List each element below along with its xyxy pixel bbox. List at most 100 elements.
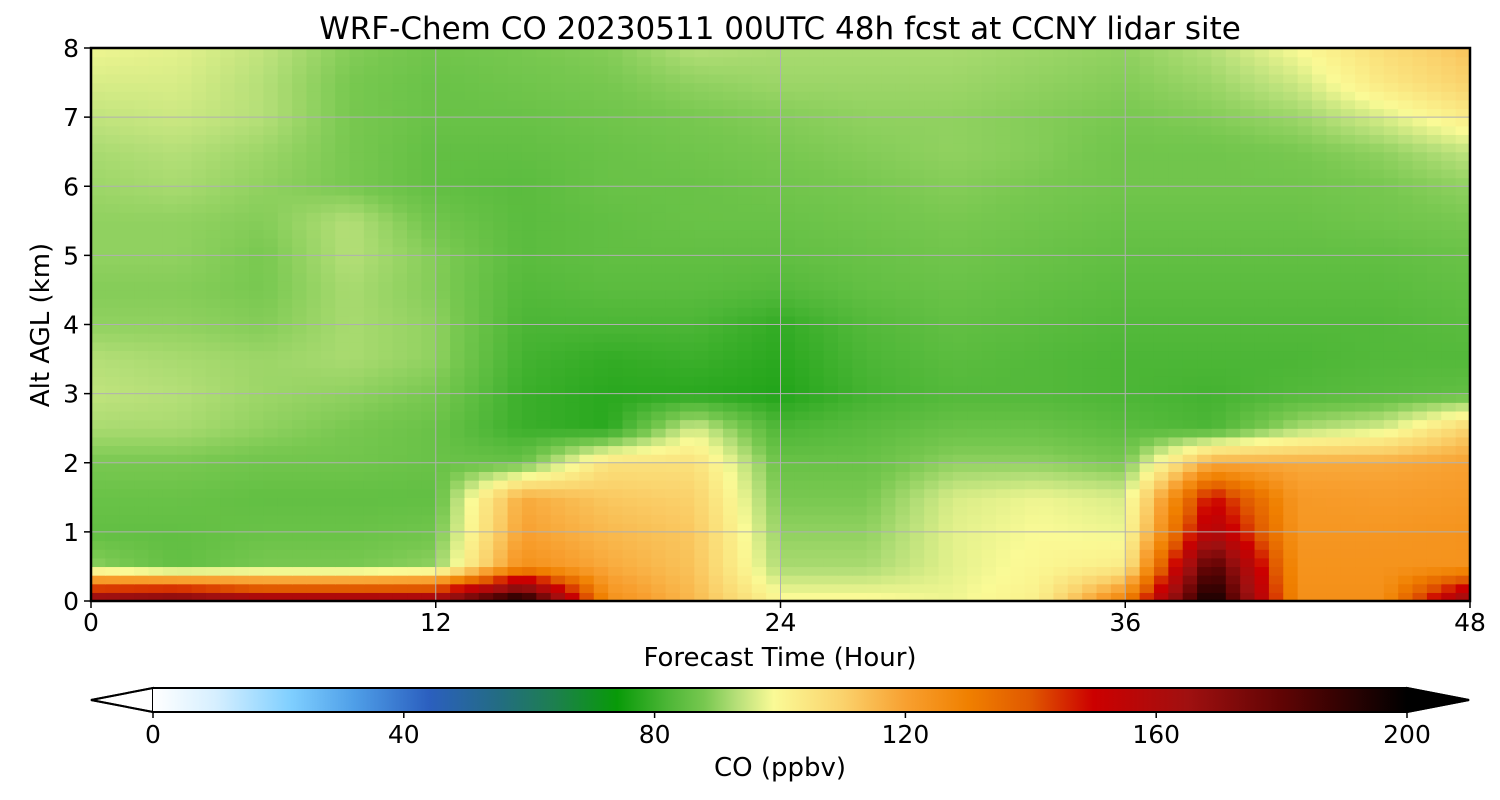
heatmap-cell bbox=[1082, 220, 1098, 231]
heatmap-cell bbox=[1383, 333, 1399, 343]
heatmap-cell bbox=[263, 540, 279, 550]
heatmap-cell bbox=[1412, 376, 1428, 386]
heatmap-cell bbox=[981, 359, 997, 369]
heatmap-cell bbox=[134, 488, 150, 498]
heatmap-cell bbox=[550, 212, 566, 222]
heatmap-cell bbox=[967, 220, 983, 231]
heatmap-cell bbox=[823, 177, 839, 187]
heatmap-cell bbox=[134, 497, 150, 507]
heatmap-cell bbox=[478, 359, 494, 369]
heatmap-cell bbox=[766, 350, 782, 360]
heatmap-cell bbox=[1283, 514, 1299, 524]
heatmap-cell bbox=[1053, 246, 1069, 256]
heatmap-cell bbox=[909, 436, 925, 447]
heatmap-cell bbox=[407, 410, 422, 421]
heatmap-cell bbox=[105, 523, 121, 533]
heatmap-cell bbox=[1340, 428, 1356, 438]
heatmap-cell bbox=[507, 436, 523, 447]
heatmap-cell bbox=[1125, 410, 1141, 421]
heatmap-cell bbox=[622, 436, 638, 447]
heatmap-cell bbox=[177, 151, 193, 161]
heatmap-cell bbox=[205, 419, 221, 429]
heatmap-cell bbox=[679, 272, 695, 282]
heatmap-cell bbox=[1240, 177, 1256, 187]
heatmap-cell bbox=[1412, 168, 1428, 179]
heatmap-cell bbox=[205, 514, 221, 524]
heatmap-cell bbox=[1153, 402, 1169, 412]
heatmap-cell bbox=[852, 229, 868, 239]
heatmap-cell bbox=[392, 307, 408, 317]
heatmap-cell bbox=[536, 454, 552, 464]
heatmap-cell bbox=[636, 523, 652, 533]
heatmap-cell bbox=[507, 168, 523, 179]
heatmap-cell bbox=[881, 255, 897, 265]
heatmap-cell bbox=[493, 540, 509, 550]
heatmap-cell bbox=[995, 454, 1011, 464]
heatmap-cell bbox=[1110, 428, 1126, 438]
heatmap-cell bbox=[1039, 333, 1055, 343]
heatmap-cell bbox=[478, 505, 494, 516]
heatmap-cell bbox=[1311, 531, 1327, 542]
heatmap-cell bbox=[708, 549, 724, 559]
heatmap-cell bbox=[1067, 315, 1083, 326]
heatmap-cell bbox=[1240, 376, 1256, 386]
heatmap-cell bbox=[1197, 194, 1213, 205]
heatmap-cell bbox=[363, 393, 379, 403]
heatmap-cell bbox=[924, 246, 940, 256]
heatmap-cell bbox=[938, 488, 954, 498]
heatmap-cell bbox=[1398, 177, 1414, 187]
heatmap-cell bbox=[1283, 255, 1299, 265]
heatmap-cell bbox=[91, 436, 106, 447]
heatmap-cell bbox=[320, 160, 336, 170]
heatmap-cell bbox=[1053, 333, 1069, 343]
heatmap-cell bbox=[608, 203, 624, 213]
heatmap-cell bbox=[938, 471, 954, 481]
heatmap-cell bbox=[751, 160, 767, 170]
heatmap-cell bbox=[363, 333, 379, 343]
heatmap-cell bbox=[464, 220, 480, 231]
heatmap-cell bbox=[407, 523, 422, 533]
heatmap-cell bbox=[306, 376, 322, 386]
heatmap-cell bbox=[392, 238, 408, 248]
heatmap-cell bbox=[378, 575, 394, 585]
heatmap-cell bbox=[665, 160, 681, 170]
heatmap-cell bbox=[579, 333, 595, 343]
heatmap-cell bbox=[292, 376, 308, 386]
heatmap-cell bbox=[277, 281, 293, 291]
heatmap-cell bbox=[1283, 454, 1299, 464]
heatmap-cell bbox=[938, 229, 954, 239]
heatmap-cell bbox=[450, 445, 466, 455]
heatmap-cell bbox=[995, 203, 1011, 213]
heatmap-cell bbox=[852, 419, 868, 429]
heatmap-cell bbox=[335, 480, 351, 490]
heatmap-cell bbox=[737, 367, 753, 377]
heatmap-cell bbox=[292, 333, 308, 343]
heatmap-cell bbox=[852, 471, 868, 481]
heatmap-cell bbox=[277, 229, 293, 239]
heatmap-cell bbox=[679, 212, 695, 222]
heatmap-cell bbox=[1024, 238, 1040, 248]
heatmap-cell bbox=[1125, 454, 1141, 464]
heatmap-cell bbox=[679, 194, 695, 205]
heatmap-cell bbox=[1311, 281, 1327, 291]
heatmap-cell bbox=[1053, 289, 1069, 300]
heatmap-cell bbox=[1067, 480, 1083, 490]
heatmap-cell bbox=[1455, 583, 1470, 593]
heatmap-cell bbox=[608, 557, 624, 568]
heatmap-cell bbox=[277, 393, 293, 403]
heatmap-cell bbox=[162, 220, 178, 231]
heatmap-cell bbox=[694, 307, 710, 317]
heatmap-cell bbox=[464, 480, 480, 490]
heatmap-cell bbox=[493, 246, 509, 256]
heatmap-cell bbox=[1383, 419, 1399, 429]
heatmap-cell bbox=[435, 488, 451, 498]
heatmap-cell bbox=[1067, 220, 1083, 231]
heatmap-cell bbox=[723, 324, 738, 334]
heatmap-cell bbox=[1398, 592, 1414, 601]
heatmap-cell bbox=[1412, 445, 1428, 455]
heatmap-cell bbox=[1024, 505, 1040, 516]
heatmap-cell bbox=[148, 160, 164, 170]
chart-title: WRF-Chem CO 20230511 00UTC 48h fcst at C… bbox=[319, 11, 1241, 47]
heatmap-cell bbox=[507, 592, 523, 601]
heatmap-cell bbox=[277, 557, 293, 568]
